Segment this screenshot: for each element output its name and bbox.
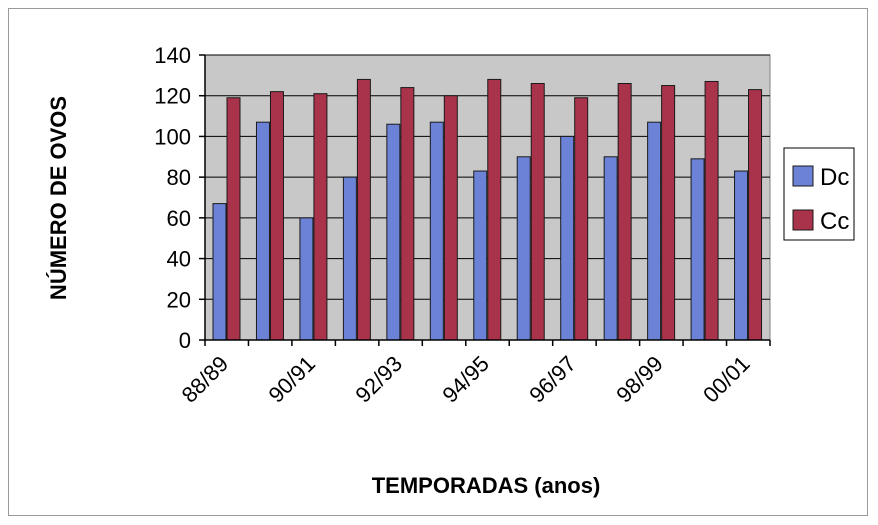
x-tick-label: 94/95 [437, 351, 494, 408]
bar-cc-93-94 [443, 95, 458, 341]
bar-dc-93-94 [429, 121, 444, 341]
bar-dc-95-96 [516, 156, 531, 341]
bar-dc-89-90 [255, 121, 270, 341]
bar-cc-92-93 [400, 87, 415, 341]
legend-label-dc: Dc [820, 164, 849, 191]
y-tick-label: 80 [167, 165, 191, 190]
x-tick-label: 88/89 [177, 351, 234, 408]
legend-label-cc: Cc [820, 208, 849, 235]
y-tick-label: 100 [154, 124, 191, 149]
x-tick-label: 98/99 [611, 351, 668, 408]
y-axis-ticks: 0 20 40 60 80 100 120 140 [154, 43, 205, 353]
bar-cc-00-01 [748, 89, 763, 341]
bar-dc-98-99 [647, 121, 662, 341]
bar-cc-94-95 [487, 78, 502, 341]
legend: Dc Cc [783, 147, 855, 241]
bar-dc-00-01 [734, 170, 749, 341]
x-axis-title: TEMPORADAS (anos) [372, 473, 601, 498]
bar-cc-99-00 [704, 80, 719, 341]
bar-dc-92-93 [386, 123, 401, 341]
x-tick-label: 92/93 [350, 351, 407, 408]
axes [204, 55, 770, 341]
x-tick-label: 90/91 [264, 351, 321, 408]
y-tick-label: 40 [167, 247, 191, 272]
bar-cc-98-99 [661, 85, 676, 341]
bar-dc-88-89 [212, 203, 227, 341]
bar-dc-90-91 [299, 217, 314, 341]
bar-dc-97-98 [603, 156, 618, 341]
x-tick-label: 96/97 [524, 351, 581, 408]
y-tick-label: 20 [167, 287, 191, 312]
bar-dc-96-97 [560, 135, 575, 341]
x-tick-label: 00/01 [698, 351, 755, 408]
bar-cc-97-98 [617, 83, 632, 341]
x-axis-ticks: 88/89 90/91 92/93 94/95 96/97 98/99 00/01 [177, 340, 771, 408]
bar-cc-88-89 [226, 97, 241, 341]
y-tick-label: 120 [154, 84, 191, 109]
bar-cc-90-91 [313, 93, 328, 341]
y-tick-label: 0 [179, 328, 191, 353]
bar-dc-94-95 [473, 170, 488, 341]
y-tick-label: 60 [167, 206, 191, 231]
bar-dc-91-92 [342, 176, 357, 341]
bar-dc-99-00 [690, 158, 705, 341]
bar-cc-95-96 [530, 83, 545, 341]
legend-swatch-cc [792, 209, 814, 231]
bar-cc-89-90 [269, 91, 284, 341]
bar-cc-91-92 [356, 78, 371, 341]
y-tick-label: 140 [154, 43, 191, 68]
bar-cc-96-97 [574, 97, 589, 341]
bars [212, 78, 763, 341]
legend-swatch-dc [792, 165, 814, 187]
y-axis-title: NÚMERO DE OVOS [46, 96, 71, 300]
